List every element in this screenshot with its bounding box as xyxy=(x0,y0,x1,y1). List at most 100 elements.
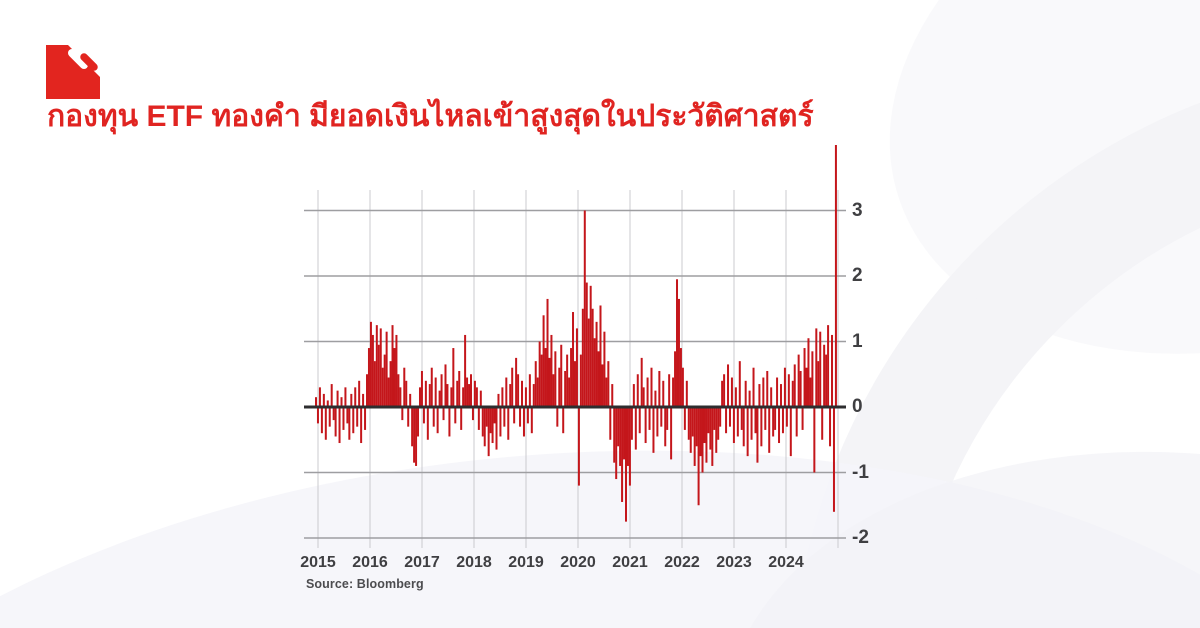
flow-bar xyxy=(654,390,657,408)
x-axis-tick-label: 2020 xyxy=(560,554,596,571)
flow-bar xyxy=(603,331,606,407)
flow-bar xyxy=(709,407,712,450)
flow-bar xyxy=(393,348,396,407)
flow-bar xyxy=(791,380,794,407)
flow-bar xyxy=(707,407,710,434)
flow-bar xyxy=(746,407,749,457)
flow-bar xyxy=(697,407,700,506)
flow-bar xyxy=(723,374,726,407)
flow-bar xyxy=(389,361,392,407)
flow-bar xyxy=(507,407,510,440)
flow-bar xyxy=(330,384,333,407)
flow-bar xyxy=(336,390,339,408)
flow-bar xyxy=(381,367,384,407)
flow-bar xyxy=(464,334,467,407)
flow-bar xyxy=(517,374,520,407)
flow-bar xyxy=(644,407,647,444)
y-axis-tick-label: 3 xyxy=(852,199,863,221)
flow-bar xyxy=(316,407,319,424)
flow-bar xyxy=(825,354,828,407)
flow-bar xyxy=(636,374,639,407)
flow-bar xyxy=(522,407,525,437)
flow-bar xyxy=(348,407,351,440)
x-axis-tick-label: 2022 xyxy=(664,554,700,571)
flow-bar xyxy=(721,380,724,407)
flow-bar xyxy=(738,361,741,407)
flow-bar xyxy=(475,387,478,407)
flow-bar xyxy=(750,407,753,440)
flow-bar xyxy=(332,407,335,421)
flow-bar xyxy=(479,390,482,408)
flow-bar xyxy=(320,407,323,434)
flow-bar xyxy=(532,384,535,407)
flow-bar xyxy=(530,407,533,434)
flow-bar xyxy=(617,407,620,447)
flow-bar xyxy=(609,407,612,440)
flow-bar xyxy=(799,370,802,408)
flow-bar xyxy=(430,367,433,407)
flow-bar xyxy=(827,325,830,408)
flow-bar xyxy=(575,328,578,407)
flow-bar xyxy=(642,387,645,407)
flow-bar xyxy=(446,384,449,407)
flow-bar xyxy=(834,145,837,407)
flow-bar xyxy=(662,380,665,407)
flow-bar xyxy=(387,377,390,407)
flow-bar xyxy=(395,334,398,407)
flow-bar xyxy=(499,407,502,437)
y-axis-tick-label: 1 xyxy=(852,330,863,352)
flow-bar xyxy=(778,407,781,444)
x-axis-tick-label: 2018 xyxy=(456,554,492,571)
flow-bar xyxy=(411,407,414,447)
flow-bar xyxy=(770,387,773,407)
flow-bar xyxy=(346,407,349,424)
flow-bar xyxy=(515,357,518,408)
flow-bar xyxy=(356,407,359,427)
flow-bar xyxy=(648,407,651,430)
flow-bar xyxy=(377,344,380,407)
x-axis-tick-label: 2015 xyxy=(300,554,336,571)
flow-bar xyxy=(666,407,669,430)
flow-bar xyxy=(611,384,614,407)
flow-bar xyxy=(350,393,353,407)
flow-bar xyxy=(562,407,565,434)
flow-bar xyxy=(399,387,402,407)
flow-bar xyxy=(415,407,418,466)
flow-bar xyxy=(513,407,516,424)
flow-bar xyxy=(495,407,498,450)
flow-bar xyxy=(413,407,416,463)
flow-bar xyxy=(605,377,608,407)
flow-bar xyxy=(538,341,541,407)
flow-bar xyxy=(650,367,653,407)
flow-bar xyxy=(315,397,317,407)
flow-bar xyxy=(401,407,404,421)
flow-bar xyxy=(558,367,561,407)
flow-bar xyxy=(595,321,598,407)
flow-bar xyxy=(813,407,816,473)
flow-bar xyxy=(625,407,627,522)
flow-bar xyxy=(456,380,459,407)
flow-bar xyxy=(685,380,688,407)
flow-bar xyxy=(821,407,824,440)
flow-bar xyxy=(664,407,667,447)
flow-bar xyxy=(734,387,737,407)
flow-bar xyxy=(683,407,686,430)
y-axis-tick-label: 2 xyxy=(852,265,863,286)
flow-bar xyxy=(572,312,575,407)
flow-bar xyxy=(501,387,504,407)
flow-bar xyxy=(626,407,629,466)
flow-bar xyxy=(809,377,812,407)
flow-bar xyxy=(568,377,571,407)
flow-bar xyxy=(789,407,792,457)
flow-bar xyxy=(748,390,751,408)
flow-bar xyxy=(473,380,476,407)
flow-bar xyxy=(458,370,461,408)
x-axis-tick-label: 2017 xyxy=(404,554,440,571)
flow-bar xyxy=(601,364,604,408)
flow-bar xyxy=(640,357,643,408)
flow-bar xyxy=(764,407,767,430)
flow-bar xyxy=(354,387,357,407)
flow-bar xyxy=(485,407,488,427)
flow-bar xyxy=(728,407,731,427)
